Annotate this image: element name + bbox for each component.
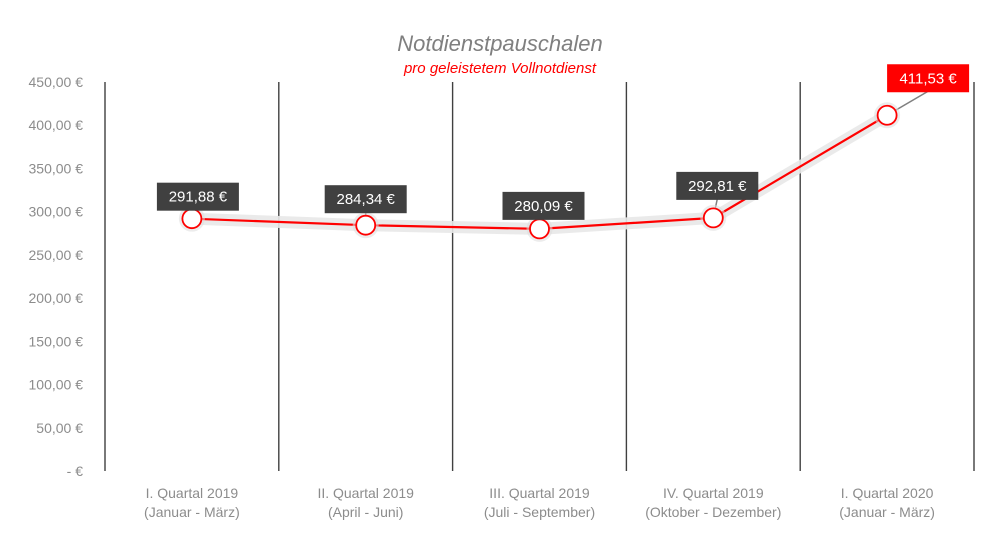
x-tick-label: IV. Quartal 2019 (Oktober - Dezember) — [645, 485, 781, 520]
data-label: 291,88 € — [169, 189, 228, 206]
y-axis-ticks: 450,00 € 400,00 € 350,00 € 300,00 € 250,00 €… — [29, 74, 84, 479]
data-label: 292,81 € — [688, 178, 747, 195]
data-label-box — [676, 171, 759, 200]
y-tick-label: 400,00 € — [29, 117, 84, 133]
y-tick-label: 50,00 € — [36, 420, 83, 436]
data-label: 284,34 € — [337, 191, 396, 208]
x-tick-label: II. Quartal 2019 (April - Juni) — [317, 485, 414, 520]
data-label-box — [156, 182, 239, 211]
y-tick-label: 150,00 € — [29, 333, 84, 349]
y-tick-label: 200,00 € — [29, 290, 84, 306]
x-axis-ticks: I. Quartal 2019 (Januar - März) II. Quarta… — [144, 485, 935, 520]
y-tick-label: - € — [67, 463, 84, 479]
markers — [178, 102, 901, 242]
data-point — [355, 214, 377, 236]
data-label-box — [324, 185, 407, 214]
x-tick-label: I. Quartal 2020 (Januar - März) — [839, 485, 935, 520]
y-tick-label: 250,00 € — [29, 247, 84, 263]
data-point — [181, 208, 203, 230]
data-point — [702, 207, 724, 229]
data-label-box — [887, 64, 970, 93]
data-label-box — [502, 191, 585, 220]
y-tick-label: 350,00 € — [29, 160, 84, 176]
x-tick-label: III. Quartal 2019 (Juli - September) — [484, 485, 595, 520]
y-tick-label: 100,00 € — [29, 377, 84, 393]
chart-title: Notdienstpauschalen — [397, 31, 602, 56]
category-separators — [104, 82, 975, 471]
data-label: 411,53 € — [899, 70, 957, 87]
data-point — [876, 104, 898, 126]
data-labels: 291,88 € 284,34 € 280,09 € 292,81 € 411,53 € — [156, 64, 970, 220]
y-tick-label: 450,00 € — [29, 74, 84, 90]
data-label: 280,09 € — [514, 198, 573, 215]
y-tick-label: 300,00 € — [29, 204, 84, 220]
x-tick-label: I. Quartal 2019 (Januar - März) — [144, 485, 240, 520]
chart-subtitle: pro geleistetem Vollnotdienst — [403, 60, 597, 77]
data-point — [529, 218, 550, 240]
